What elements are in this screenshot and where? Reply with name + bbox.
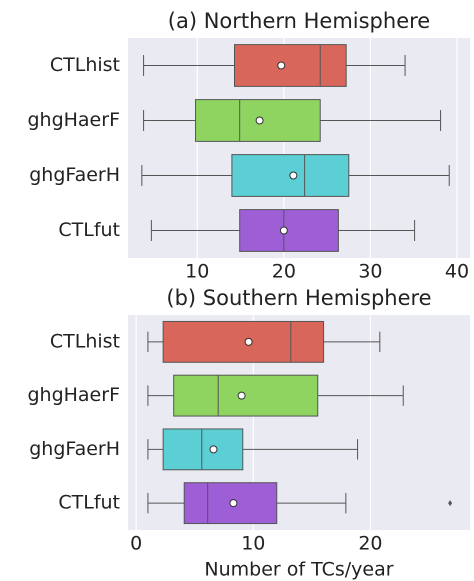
mean-marker — [244, 337, 253, 346]
y-tick-label: CTLhist — [50, 330, 120, 352]
box — [233, 44, 347, 87]
outlier — [448, 500, 453, 507]
mean-marker — [237, 391, 246, 400]
mean-marker — [209, 445, 218, 454]
y-tick-label: ghgFaerH — [29, 164, 120, 186]
y-tick-label: CTLfut — [58, 492, 120, 514]
x-tick-label: 10 — [185, 261, 209, 283]
box — [162, 320, 325, 363]
x-tick-label: 20 — [272, 261, 296, 283]
x-tick-label: 10 — [241, 533, 265, 555]
x-axis-label: Number of TCs/year — [204, 559, 393, 581]
mean-marker — [229, 499, 238, 508]
box — [183, 482, 278, 525]
box — [173, 374, 319, 417]
x-tick-label: 30 — [358, 261, 382, 283]
chart-title: (b) Southern Hemisphere — [166, 286, 431, 310]
mean-marker — [289, 171, 298, 180]
mean-marker — [255, 116, 264, 125]
chart-title: (a) Northern Hemisphere — [168, 9, 430, 33]
y-tick-label: ghgFaerH — [29, 438, 120, 460]
x-tick-label: 20 — [358, 533, 382, 555]
x-tick-label: 40 — [445, 261, 469, 283]
mean-marker — [277, 61, 286, 70]
box — [239, 209, 339, 252]
y-tick-label: CTLfut — [58, 219, 120, 241]
box — [162, 428, 244, 471]
y-tick-label: CTLhist — [50, 54, 120, 76]
mean-marker — [279, 226, 288, 235]
y-tick-label: ghgHaerF — [27, 109, 120, 131]
y-tick-label: ghgHaerF — [27, 384, 120, 406]
x-tick-label: 0 — [130, 533, 142, 555]
